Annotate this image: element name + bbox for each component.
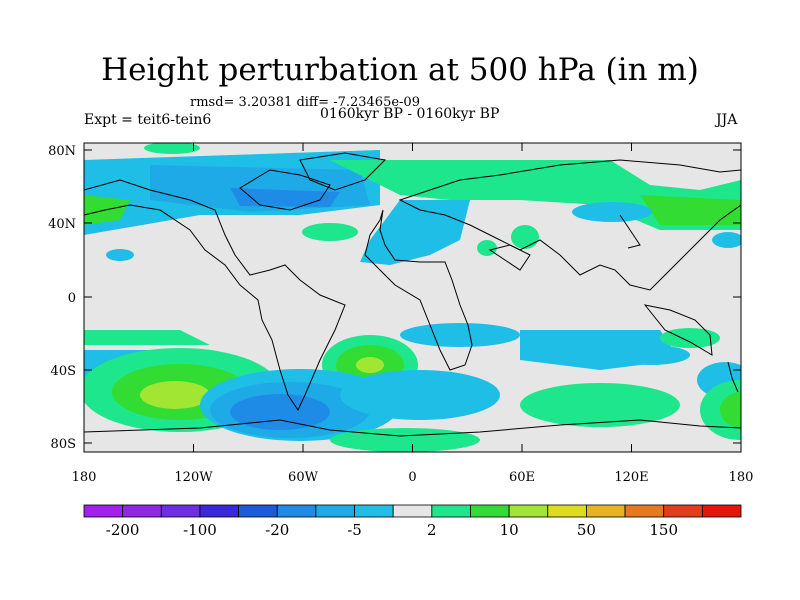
colorbar-swatch (199, 504, 239, 518)
lon-label: 120W (174, 470, 213, 485)
experiment-label: Expt = teit6-tein6 (84, 112, 212, 128)
page-title: Height perturbation at 500 hPa (in m) (101, 52, 699, 88)
colorbar-swatch (431, 504, 471, 518)
colorbar-swatch (238, 504, 278, 518)
contour-region (230, 394, 330, 430)
coastlines (84, 152, 741, 437)
colorbar-label: 150 (649, 521, 678, 539)
contour-region (356, 357, 384, 373)
colorbar-label: -20 (265, 521, 289, 539)
stats-text: rmsd= 3.20381 diff= -7.23465e-09 (190, 95, 420, 110)
colorbar: -200 -100 -20 -5 2 10 50 150 (83, 504, 742, 539)
contour-region (712, 232, 741, 248)
contour-region (477, 240, 497, 256)
colorbar-swatch (276, 504, 317, 518)
colorbar-label: -5 (347, 521, 362, 539)
colorbar-swatch (354, 504, 394, 518)
colorbar-swatch (586, 504, 626, 518)
contour-field (84, 143, 741, 452)
contour-region (84, 330, 210, 345)
season-label: JJA (716, 112, 738, 128)
lon-label: 0 (408, 470, 416, 485)
lat-label: 80N (48, 144, 76, 159)
colorbar-label: 50 (577, 521, 596, 539)
colorbar-swatch (160, 504, 201, 518)
colorbar-label: 2 (427, 521, 437, 539)
contour-region (640, 195, 741, 225)
contour-region (340, 370, 500, 420)
period-label: 0160kyr BP - 0160kyr BP (320, 106, 500, 122)
contour-region (511, 225, 539, 249)
lat-label: 40N (48, 217, 76, 232)
lon-label: 180 (72, 470, 97, 485)
lat-label: 0 (68, 291, 76, 306)
lon-label: 60E (509, 470, 535, 485)
lat-label: 80S (51, 437, 76, 452)
colorbar-swatch (315, 504, 355, 518)
lon-label: 60W (288, 470, 319, 485)
colorbar-swatch (122, 504, 162, 518)
latitude-axis: 80N 40N 0 40S 80S (48, 144, 741, 452)
colorbar-swatch (701, 504, 742, 518)
colorbar-swatch (470, 504, 510, 518)
contour-region (302, 223, 358, 241)
colorbar-label: -200 (106, 521, 140, 539)
colorbar-swatch (624, 504, 665, 518)
contour-region (720, 392, 741, 428)
colorbar-swatch (663, 504, 703, 518)
colorbar-swatch (392, 504, 433, 518)
colorbar-swatch (508, 504, 549, 518)
contour-region (610, 345, 690, 365)
lon-label: 180 (729, 470, 754, 485)
contour-region (140, 381, 210, 409)
colorbar-swatch (83, 504, 124, 518)
contour-region (144, 143, 200, 154)
contour-region (106, 249, 134, 261)
colorbar-label: 10 (500, 521, 519, 539)
contour-region (400, 323, 520, 347)
longitude-axis: 180 120W 60W 0 60E 120E 180 (72, 143, 754, 485)
lon-label: 120E (614, 470, 648, 485)
colorbar-swatch (547, 504, 587, 518)
contour-region (572, 202, 652, 222)
lat-label: 40S (51, 364, 76, 379)
colorbar-label: -100 (183, 521, 217, 539)
contour-region (520, 383, 680, 427)
contour-region (660, 328, 720, 348)
